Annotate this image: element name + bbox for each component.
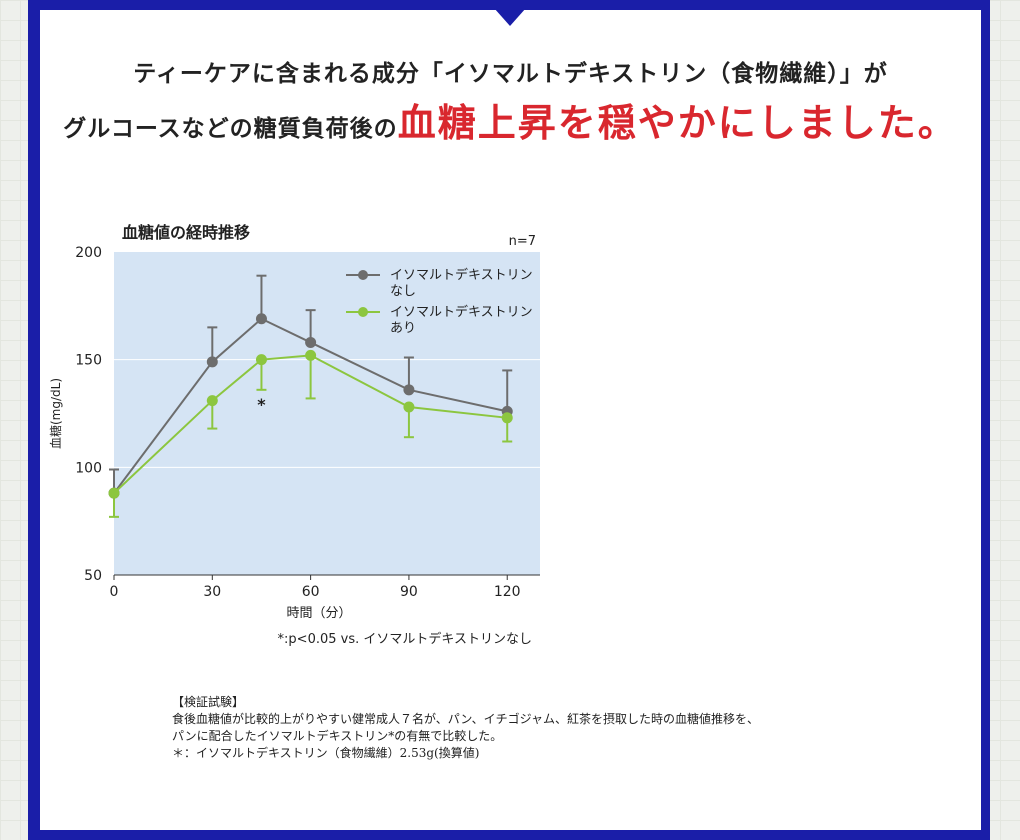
data-point <box>403 401 415 413</box>
series-line <box>113 317 508 494</box>
legend-label: イソマルトデキストリン <box>390 267 533 283</box>
data-point <box>501 412 513 424</box>
legend-label: なし <box>390 284 416 299</box>
data-point <box>305 336 317 348</box>
sample-size-label: n=7 <box>509 234 536 249</box>
x-tick-label: 30 <box>203 584 221 600</box>
headline-highlight: 血糖上昇を穏やかにしました。 <box>397 101 958 145</box>
study-note: 【検証試験】 食後血糖値が比較的上がりやすい健常成人７名が、パン、イチゴジャム、… <box>172 694 932 762</box>
frame-notch <box>494 8 526 26</box>
x-tick-label: 90 <box>400 584 418 600</box>
note-line3: ＊：イソマルトデキストリン（食物繊維）2.53g(換算値) <box>172 746 480 760</box>
y-tick-label: 50 <box>84 568 102 584</box>
data-point <box>108 487 120 499</box>
significance-mark: * <box>257 395 266 414</box>
headline-line2-prefix: グルコースなどの糖質負荷後の <box>63 116 398 142</box>
x-tick-label: 0 <box>110 584 119 600</box>
y-tick-label: 150 <box>75 353 102 369</box>
significance-footnote: *:p<0.05 vs. イソマルトデキストリンなし <box>278 631 532 647</box>
y-axis-label: 血糖(mg/dL) <box>48 378 63 449</box>
legend-swatch-marker <box>358 307 368 317</box>
headline-line1: ティーケアに含まれる成分「イソマルトデキストリン（食物繊維）」が <box>133 61 888 87</box>
x-axis-label: 時間（分） <box>286 606 351 621</box>
legend-label: イソマルトデキストリン <box>390 304 533 320</box>
y-tick-label: 100 <box>75 460 102 476</box>
legend-swatch-marker <box>358 270 368 280</box>
data-point <box>255 313 267 325</box>
note-line1: 食後血糖値が比較的上がりやすい健常成人７名が、パン、イチゴジャム、紅茶を摂取した… <box>172 712 760 726</box>
data-point <box>255 354 267 366</box>
note-line2: パンに配合したイソマルトデキストリン*の有無で比較した。 <box>172 729 503 743</box>
headline-line2: グルコースなどの糖質負荷後の血糖上昇を穏やかにしました。 <box>40 92 981 147</box>
series-line <box>113 354 508 494</box>
data-point <box>206 356 218 368</box>
note-heading: 【検証試験】 <box>172 695 245 709</box>
legend-label: あり <box>390 321 416 336</box>
x-tick-label: 60 <box>302 584 320 600</box>
chart-title: 血糖値の経時推移 <box>122 223 250 242</box>
data-point <box>305 349 317 361</box>
y-tick-label: 200 <box>75 245 102 261</box>
data-point <box>206 395 218 407</box>
x-tick-label: 120 <box>494 584 521 600</box>
data-point <box>403 384 415 396</box>
